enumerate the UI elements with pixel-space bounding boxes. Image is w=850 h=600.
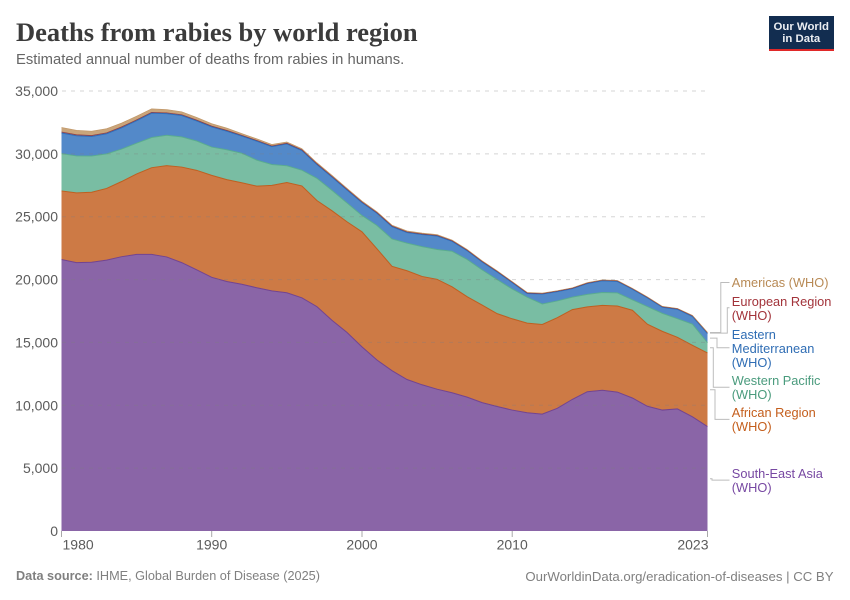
svg-text:0: 0 <box>50 523 58 539</box>
svg-text:10,000: 10,000 <box>15 397 58 413</box>
svg-text:2010: 2010 <box>497 537 528 553</box>
svg-text:30,000: 30,000 <box>15 146 58 162</box>
svg-text:1980: 1980 <box>63 537 94 553</box>
svg-text:5,000: 5,000 <box>23 460 58 476</box>
svg-text:20,000: 20,000 <box>15 272 58 288</box>
svg-text:2023: 2023 <box>677 537 708 553</box>
svg-text:25,000: 25,000 <box>15 209 58 225</box>
svg-text:1990: 1990 <box>196 537 227 553</box>
svg-text:2000: 2000 <box>346 537 377 553</box>
svg-text:15,000: 15,000 <box>15 334 58 350</box>
svg-text:35,000: 35,000 <box>15 83 58 99</box>
